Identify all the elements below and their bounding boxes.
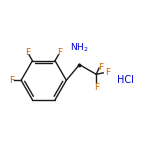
Text: NH$_2$: NH$_2$ <box>70 41 89 54</box>
Text: F: F <box>98 63 103 72</box>
Text: HCl: HCl <box>117 75 134 85</box>
Text: F: F <box>9 76 14 85</box>
Text: F: F <box>57 48 62 57</box>
Text: F: F <box>105 68 110 77</box>
Text: F: F <box>94 83 99 92</box>
Text: F: F <box>25 48 30 57</box>
